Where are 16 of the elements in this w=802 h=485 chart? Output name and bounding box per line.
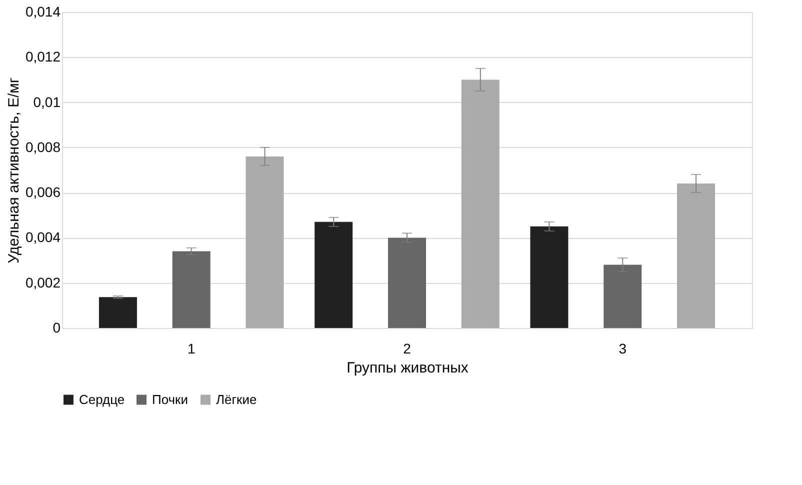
- y-tick-label: 0,014: [25, 4, 61, 20]
- y-tick-label: 0,004: [25, 229, 61, 246]
- y-tick-label: 0: [52, 320, 61, 336]
- legend-label: Лёгкие: [216, 392, 257, 407]
- y-tick-label: 0,002: [25, 274, 61, 290]
- x-axis-title: Группы животных: [346, 360, 469, 376]
- x-tick-label: 2: [403, 340, 412, 356]
- legend-label: Почки: [152, 392, 188, 407]
- y-tick-label: 0,008: [25, 138, 61, 155]
- y-tick-label: 0,006: [25, 184, 61, 200]
- x-tick-label: 3: [618, 340, 627, 356]
- y-tick-label: 0,012: [25, 48, 61, 65]
- legend-label: Сердце: [79, 392, 125, 407]
- y-axis-title: Удельная активность, Е/мг: [5, 77, 22, 264]
- x-tick-label: 1: [187, 340, 196, 356]
- y-tick-label: 0,01: [33, 94, 61, 110]
